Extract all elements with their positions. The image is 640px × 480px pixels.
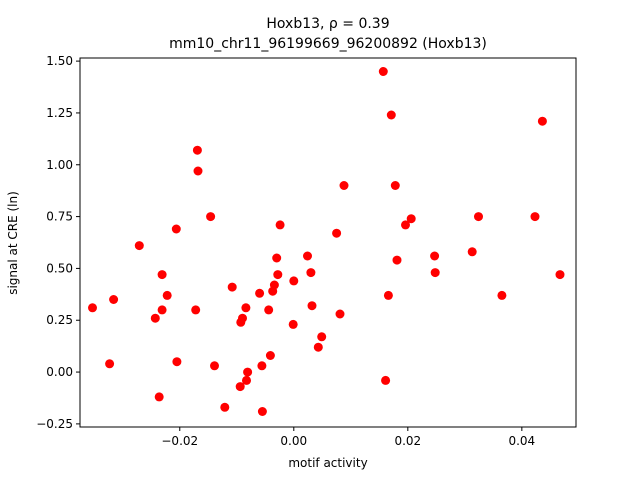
y-tick-label: 1.00 — [46, 158, 73, 172]
chart-title-line1: Hoxb13, ρ = 0.39 — [266, 16, 389, 32]
data-point — [401, 220, 410, 230]
data-point — [386, 110, 396, 120]
y-tick-label: 0.00 — [46, 365, 73, 379]
data-point — [317, 332, 327, 342]
data-point — [257, 361, 267, 371]
data-point — [306, 268, 316, 278]
y-tick-label: 0.25 — [46, 313, 73, 327]
data-point — [255, 288, 265, 298]
data-point — [307, 301, 317, 311]
data-point — [335, 309, 345, 319]
data-point — [241, 303, 251, 313]
data-point — [265, 351, 275, 360]
y-axis-label: signal at CRE (ln) — [6, 191, 20, 295]
data-point — [339, 181, 349, 190]
data-point — [193, 166, 203, 176]
data-point — [157, 270, 167, 280]
data-point — [269, 280, 279, 290]
data-point — [406, 214, 416, 224]
data-point — [430, 251, 440, 261]
y-tick-label: 1.50 — [46, 54, 73, 68]
data-point — [275, 220, 285, 230]
y-tick-label: 1.25 — [46, 106, 73, 120]
data-point — [109, 295, 119, 304]
data-point — [242, 375, 251, 385]
plot-area — [88, 67, 565, 416]
data-point — [206, 212, 216, 222]
data-point — [303, 251, 312, 261]
data-point — [313, 342, 323, 352]
data-point — [264, 305, 274, 315]
data-point — [171, 224, 181, 234]
y-axis: −0.25 0.00 0.25 0.50 0.75 1.00 1.25 1.50 — [36, 54, 80, 431]
data-point — [150, 313, 160, 323]
x-axis: −0.02 0.00 0.02 0.04 — [161, 427, 535, 448]
data-point — [497, 290, 507, 300]
data-point — [378, 67, 388, 76]
data-point — [474, 212, 483, 222]
y-tick-label: 0.50 — [46, 261, 73, 275]
data-point — [210, 361, 219, 371]
data-point — [88, 303, 97, 313]
data-point — [162, 290, 172, 300]
axes-frame — [79, 57, 577, 428]
x-axis-label: motif activity — [288, 456, 367, 470]
x-tick-label: 0.02 — [394, 434, 421, 448]
data-point — [430, 268, 440, 278]
data-point — [238, 313, 247, 323]
data-point — [381, 375, 391, 385]
data-point — [243, 367, 253, 377]
data-point — [192, 145, 202, 155]
x-tick-label: 0.00 — [280, 434, 307, 448]
data-point — [191, 305, 201, 315]
chart-title-line2: mm10_chr11_96199669_96200892 (Hoxb13) — [169, 36, 487, 52]
data-point — [332, 228, 342, 238]
y-tick-label: −0.25 — [36, 417, 73, 431]
data-point — [537, 116, 547, 126]
data-point — [220, 402, 230, 412]
data-point — [288, 319, 298, 329]
data-point — [289, 276, 299, 286]
data-point — [273, 270, 283, 280]
data-point — [154, 392, 164, 402]
data-point — [467, 247, 477, 257]
data-point — [257, 407, 267, 416]
y-tick-label: 0.75 — [46, 210, 73, 224]
data-point — [172, 357, 182, 367]
data-point — [555, 270, 565, 280]
data-point — [530, 212, 540, 222]
data-point — [134, 241, 144, 251]
x-tick-label: −0.02 — [161, 434, 198, 448]
data-point — [227, 282, 237, 292]
data-point — [383, 290, 393, 300]
x-tick-label: 0.04 — [508, 434, 535, 448]
data-point — [272, 253, 282, 263]
data-point — [157, 305, 167, 315]
data-point — [105, 359, 115, 369]
data-point — [392, 255, 402, 265]
data-point — [235, 382, 245, 392]
data-point — [390, 181, 400, 190]
